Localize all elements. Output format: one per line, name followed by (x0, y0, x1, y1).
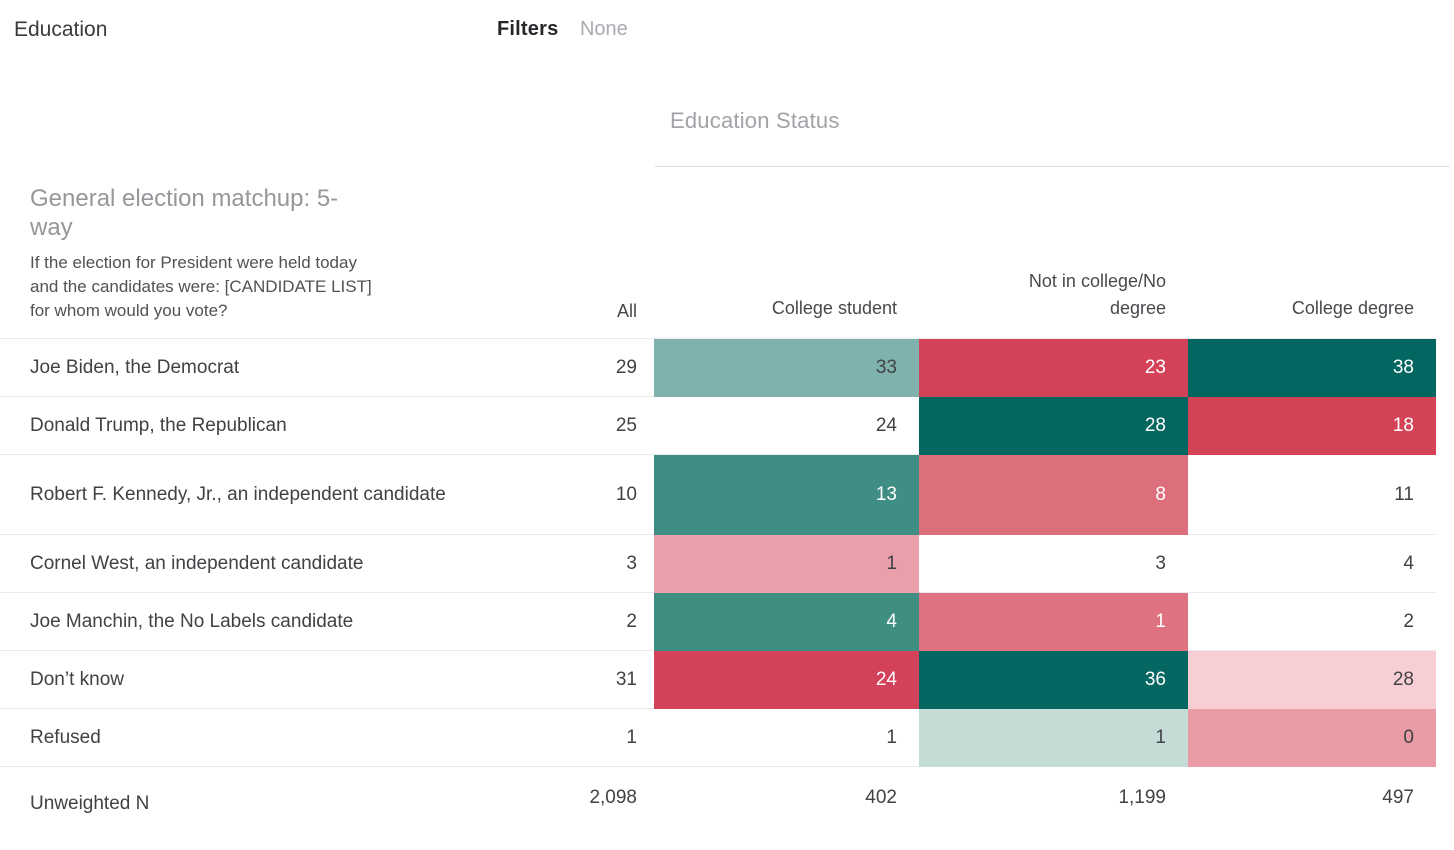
cell-value: 0 (1188, 709, 1436, 767)
cell-all-value: 3 (455, 535, 654, 593)
table-row: Don’t know 31 24 36 28 (0, 651, 1436, 709)
cell-value: 1 (919, 593, 1188, 651)
cell-value: 1 (654, 709, 919, 767)
cell-all-value: 25 (455, 397, 654, 455)
cell-value: 36 (919, 651, 1188, 709)
row-label: Cornel West, an independent candidate (0, 535, 455, 593)
table-row: Robert F. Kennedy, Jr., an independent c… (0, 455, 1436, 535)
cell-all-value: 10 (455, 455, 654, 535)
table-row: Refused 1 1 1 0 (0, 709, 1436, 767)
cell-value: 1 (919, 709, 1188, 767)
footer-value: 402 (865, 787, 897, 808)
question-title: General election matchup: 5-way (30, 185, 339, 241)
column-header-college-degree: College degree (1188, 180, 1436, 339)
page-title: Education (14, 18, 108, 41)
row-label: Refused (0, 709, 455, 767)
cell-value: 38 (1188, 339, 1436, 397)
table-row: Donald Trump, the Republican 25 24 28 18 (0, 397, 1436, 455)
footer-value-all: 2,098 (589, 787, 637, 808)
cell-value: 2 (1188, 593, 1436, 651)
table-header-row: General election matchup: 5-way If the e… (0, 180, 1436, 339)
column-header-label: College student (771, 298, 897, 318)
cell-value: 8 (919, 455, 1188, 535)
cell-value: 23 (919, 339, 1188, 397)
column-group-header: Education Status (670, 108, 840, 133)
column-header-not-in-college: Not in college/No degree (919, 180, 1188, 339)
table-row: Joe Biden, the Democrat 29 33 23 38 (0, 339, 1436, 397)
table-body: Joe Biden, the Democrat 29 33 23 38 Donald Tr… (0, 339, 1454, 767)
cell-value: 28 (1188, 651, 1436, 709)
cell-value: 4 (654, 593, 919, 651)
cell-value: 18 (1188, 397, 1436, 455)
topbar: Education Filters None (0, 0, 1454, 60)
filters-value[interactable]: None (579, 18, 628, 40)
cell-value: 1 (654, 535, 919, 593)
filters-label: Filters (497, 18, 559, 40)
crosstab-table: General election matchup: 5-way If the e… (0, 180, 1454, 816)
column-header-label: College degree (1291, 298, 1414, 318)
row-label: Donald Trump, the Republican (0, 397, 455, 455)
column-header-all: All (616, 301, 637, 321)
footer-value: 1,199 (1118, 787, 1166, 808)
column-header-label: Not in college/No degree (1028, 271, 1166, 318)
cell-value: 24 (654, 397, 919, 455)
table-row: Cornel West, an independent candidate 3 1 3… (0, 535, 1436, 593)
row-label: Robert F. Kennedy, Jr., an independent c… (0, 455, 455, 535)
cell-value: 3 (919, 535, 1188, 593)
column-header-college-student: College student (654, 180, 919, 339)
cell-all-value: 31 (455, 651, 654, 709)
cell-value: 24 (654, 651, 919, 709)
footer-label: Unweighted N (30, 793, 150, 814)
cell-value: 4 (1188, 535, 1436, 593)
cell-all-value: 29 (455, 339, 654, 397)
question-block: General election matchup: 5-way If the e… (0, 180, 654, 339)
table-row: Joe Manchin, the No Labels candidate 2 4 1 2 (0, 593, 1436, 651)
filters-group: Filters None (497, 18, 628, 41)
question-subtitle: If the election for President were held … (30, 253, 372, 320)
cell-value: 13 (654, 455, 919, 535)
row-label: Joe Biden, the Democrat (0, 339, 455, 397)
cell-all-value: 1 (455, 709, 654, 767)
cell-all-value: 2 (455, 593, 654, 651)
question: General election matchup: 5-way If the e… (30, 184, 450, 323)
row-label: Don’t know (0, 651, 455, 709)
column-group-divider (655, 166, 1450, 167)
table-footer-row: Unweighted N 2,098 402 1,199 497 (0, 767, 1436, 816)
footer-value: 497 (1382, 787, 1414, 808)
cell-value: 33 (654, 339, 919, 397)
cell-value: 11 (1188, 455, 1436, 535)
cell-value: 28 (919, 397, 1188, 455)
row-label: Joe Manchin, the No Labels candidate (0, 593, 455, 651)
